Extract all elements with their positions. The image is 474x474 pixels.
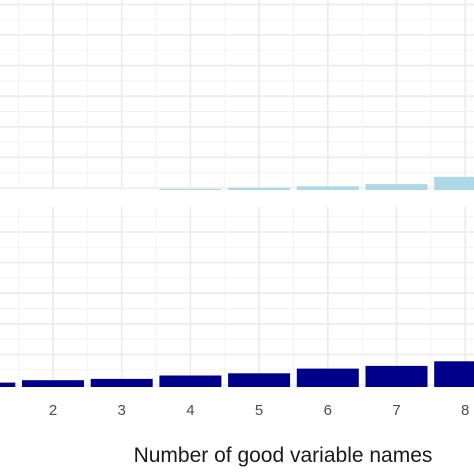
bar	[159, 375, 222, 387]
bar	[228, 187, 291, 190]
bar	[228, 373, 291, 387]
x-tick-label: 2	[49, 402, 57, 419]
bar	[296, 368, 359, 387]
bar	[0, 382, 16, 387]
bar	[159, 188, 222, 190]
chart-panel-bottom	[0, 207, 474, 387]
bar	[296, 186, 359, 190]
bar	[22, 380, 84, 387]
bar	[90, 378, 153, 387]
x-axis-title: Number of good variable names	[134, 444, 433, 467]
x-axis-ticks: 2 3 4 5 6 7 8	[49, 402, 470, 419]
x-tick-label: 6	[324, 402, 332, 419]
x-tick-label: 8	[461, 402, 469, 419]
bar	[434, 361, 474, 387]
bar	[365, 365, 428, 387]
bar	[365, 184, 428, 190]
chart-panel-top	[0, 0, 474, 190]
x-tick-label: 3	[118, 402, 126, 419]
bar	[434, 176, 474, 190]
x-tick-label: 7	[392, 402, 400, 419]
x-tick-label: 4	[186, 402, 194, 419]
x-tick-label: 5	[255, 402, 263, 419]
